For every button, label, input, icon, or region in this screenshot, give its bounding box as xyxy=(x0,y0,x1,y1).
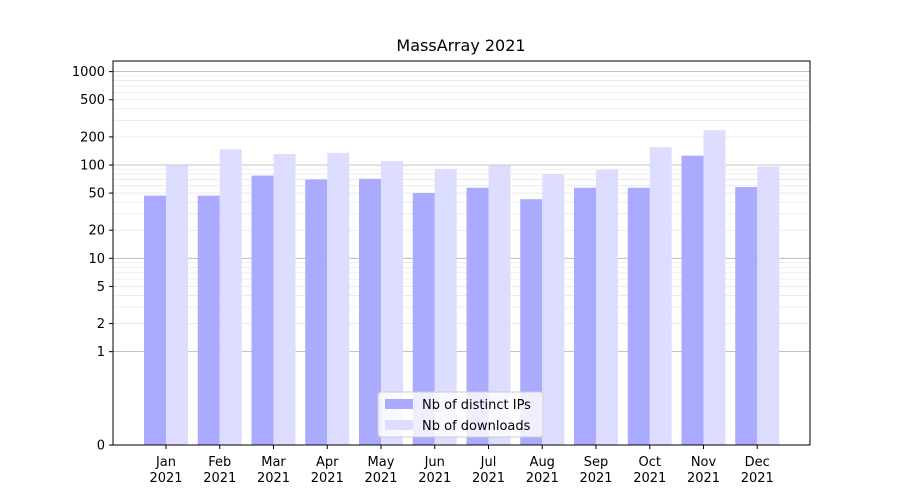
x-tick-label: Aug 2021 xyxy=(526,455,559,486)
y-tick-label: 200 xyxy=(80,130,105,145)
bar-distinct-ips xyxy=(520,199,543,445)
bar-distinct-ips xyxy=(735,187,758,445)
bar-distinct-ips xyxy=(251,175,274,445)
bar-distinct-ips xyxy=(627,187,650,445)
x-tick-label: Jul 2021 xyxy=(472,455,505,486)
bar-distinct-ips xyxy=(359,178,381,445)
bar-downloads xyxy=(434,169,457,446)
legend-label: Nb of downloads xyxy=(422,419,531,434)
bar-downloads xyxy=(649,147,672,445)
y-tick-label: 5 xyxy=(97,280,105,295)
legend-label: Nb of distinct IPs xyxy=(422,398,531,413)
bars xyxy=(144,130,780,446)
bar-distinct-ips xyxy=(466,187,489,445)
bar-downloads xyxy=(166,165,188,446)
legend-box xyxy=(377,391,544,438)
y-tick-label: 1 xyxy=(97,345,105,360)
bar-downloads xyxy=(757,166,780,445)
bar-distinct-ips xyxy=(144,195,166,445)
y-tick-label: 100 xyxy=(80,158,105,173)
y-tick-label: 20 xyxy=(88,224,105,239)
y-tick-label: 0 xyxy=(97,439,105,454)
x-tick-label: Oct 2021 xyxy=(633,455,666,486)
chart-title: MassArray 2021 xyxy=(396,36,525,55)
legend-swatch xyxy=(385,420,413,430)
y-tick-label: 50 xyxy=(88,187,105,202)
x-tick-label: Apr 2021 xyxy=(311,455,344,486)
y-tick-label: 10 xyxy=(88,252,105,267)
bar-downloads xyxy=(596,169,618,445)
x-tick-label: Nov 2021 xyxy=(687,455,720,486)
bar-downloads xyxy=(273,154,296,446)
y-tick-label: 500 xyxy=(80,93,105,108)
y-axis: 0 1 2 5 10 20 50 100 200 500 1000 xyxy=(72,65,113,454)
bar-downloads xyxy=(488,165,511,446)
bar-distinct-ips xyxy=(574,187,596,445)
bar-downloads xyxy=(219,149,242,445)
bar-downloads xyxy=(703,130,726,445)
bar-downloads xyxy=(381,161,403,446)
bar-distinct-ips xyxy=(412,193,435,445)
x-tick-label: Jun 2021 xyxy=(418,455,451,486)
x-tick-label: Sep 2021 xyxy=(579,455,612,486)
y-tick-label: 2 xyxy=(97,317,105,332)
x-tick-label: Feb 2021 xyxy=(203,455,236,486)
bar-distinct-ips xyxy=(197,195,220,445)
x-tick-label: Dec 2021 xyxy=(741,455,774,486)
legend-swatch xyxy=(385,399,413,409)
bar-downloads xyxy=(327,152,350,445)
axes-frame xyxy=(112,60,811,446)
x-tick-label: Mar 2021 xyxy=(257,455,290,486)
bar-distinct-ips xyxy=(681,155,704,445)
x-tick-label: May 2021 xyxy=(364,455,397,486)
x-axis: Jan 2021 Feb 2021 Mar 2021 Apr 2021 May 2021 Jun 20… xyxy=(149,445,774,486)
x-tick-label: Jan 2021 xyxy=(149,455,182,486)
bar-distinct-ips xyxy=(305,179,328,445)
bar-downloads xyxy=(542,174,565,445)
legend: Nb of distinct IPs Nb of downloads xyxy=(377,391,544,438)
y-tick-label: 1000 xyxy=(72,65,105,80)
